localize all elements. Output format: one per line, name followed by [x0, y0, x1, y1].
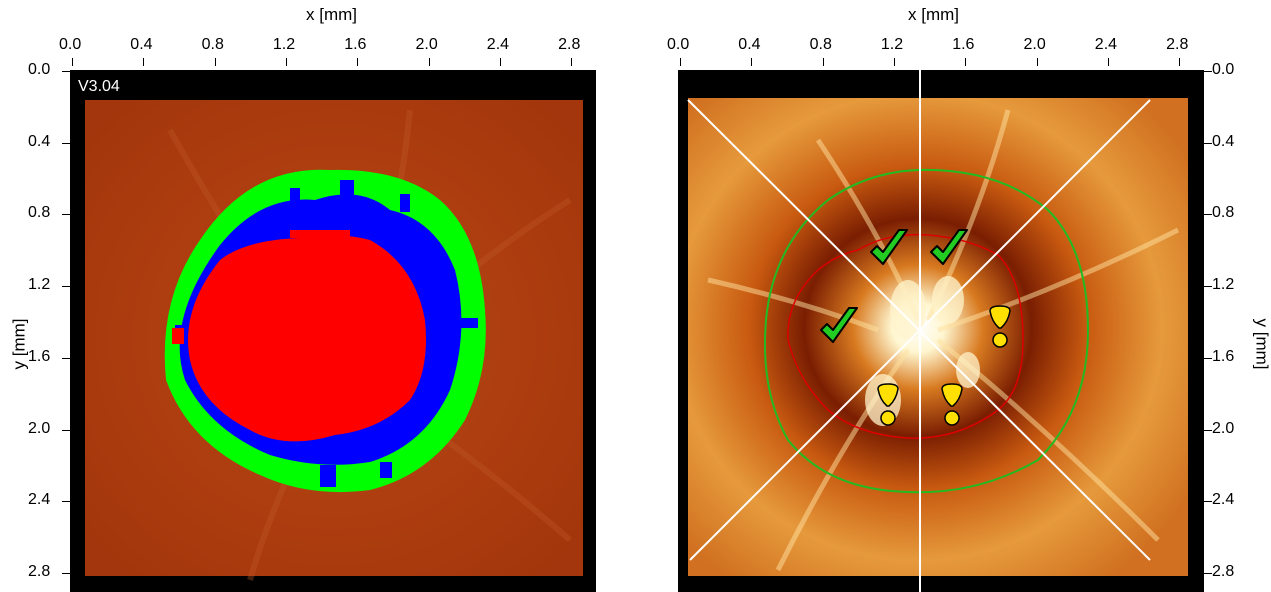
segmentation-image	[85, 100, 583, 581]
x-tick-mark	[751, 58, 753, 66]
y-tick-mark	[1204, 286, 1212, 288]
y-tick-label: 2.8	[1212, 562, 1235, 580]
y-tick-label: 0.0	[1212, 61, 1235, 78]
version-label: V3.04	[78, 78, 120, 95]
x-tick-mark	[571, 58, 573, 66]
x-tick-mark	[214, 58, 216, 66]
x-tick-mark	[357, 58, 359, 66]
y-tick-mark	[62, 71, 70, 72]
segmentation-image-panel: V3.04	[70, 70, 596, 592]
x-tick-mark	[1036, 58, 1038, 66]
x-tick-label: 2.4	[1094, 36, 1118, 53]
segmentation-inner-region	[188, 235, 426, 442]
x-tick-mark	[1107, 58, 1109, 66]
x-tick-mark	[965, 58, 967, 66]
y-tick-mark	[1204, 357, 1212, 359]
y-tick-mark	[1204, 71, 1212, 72]
y-tick-mark	[62, 429, 70, 431]
x-tick-label: 1.2	[880, 36, 904, 53]
inner-cup-contour	[787, 233, 1024, 439]
x-tick-label: 0.0	[59, 36, 82, 53]
hourglass-icon[interactable]	[941, 383, 963, 426]
y-tick-mark	[62, 357, 70, 359]
x-tick-mark	[680, 58, 681, 66]
y-tick-label: 1.6	[28, 347, 51, 365]
y-tick-mark	[1204, 501, 1212, 503]
check-icon[interactable]	[930, 229, 968, 265]
x-tick-label: 0.8	[809, 36, 832, 53]
x-tick-label: 2.8	[1166, 36, 1189, 53]
x-tick-label: 0.4	[130, 36, 153, 53]
hourglass-icon[interactable]	[989, 305, 1011, 348]
x-tick-label: 0.0	[667, 36, 690, 53]
x-tick-mark	[893, 58, 895, 66]
hourglass-icon[interactable]	[877, 383, 899, 426]
x-tick-mark	[428, 58, 430, 66]
x-tick-label: 0.8	[201, 36, 224, 53]
x-tick-label: 1.2	[272, 36, 296, 53]
y-tick-label: 2.0	[28, 419, 51, 437]
x-tick-label: 1.6	[952, 36, 975, 53]
y-tick-mark	[1204, 429, 1212, 431]
right-x-axis-title: x [mm]	[908, 5, 959, 24]
x-tick-mark	[822, 58, 824, 66]
y-tick-label: 1.2	[1212, 276, 1235, 294]
y-tick-label: 2.4	[28, 491, 51, 509]
left-x-axis-title: x [mm]	[306, 5, 357, 24]
y-tick-label: 2.8	[28, 562, 51, 580]
y-tick-label: 0.8	[28, 204, 51, 222]
check-icon[interactable]	[870, 229, 908, 265]
x-tick-mark	[285, 58, 287, 66]
check-icon[interactable]	[820, 307, 858, 343]
x-tick-label: 2.4	[486, 36, 510, 53]
x-tick-mark	[72, 58, 73, 66]
x-tick-label: 2.0	[1023, 36, 1046, 53]
x-tick-mark	[499, 58, 501, 66]
left-y-axis-title: y [mm]	[9, 318, 29, 370]
y-tick-label: 2.0	[1212, 419, 1235, 437]
y-tick-mark	[1204, 142, 1212, 144]
y-tick-mark	[62, 286, 70, 288]
y-tick-label: 0.0	[28, 61, 51, 78]
y-tick-mark	[1204, 572, 1212, 574]
x-tick-label: 0.4	[738, 36, 761, 53]
outer-rim-contour	[763, 168, 1090, 494]
x-tick-mark	[1179, 58, 1181, 66]
y-tick-mark	[62, 572, 70, 574]
x-tick-label: 2.8	[558, 36, 581, 53]
y-tick-mark	[62, 142, 70, 144]
right-y-axis-title: y [mm]	[1252, 318, 1271, 370]
y-tick-label: 0.4	[28, 132, 51, 150]
y-tick-label: 1.2	[28, 276, 51, 294]
y-tick-label: 0.4	[1212, 132, 1235, 150]
x-tick-label: 2.0	[415, 36, 438, 53]
y-tick-mark	[1204, 214, 1212, 216]
y-tick-label: 1.6	[1212, 347, 1235, 365]
fundus-image-panel	[678, 70, 1204, 592]
y-tick-label: 2.4	[1212, 491, 1235, 509]
x-tick-mark	[143, 58, 145, 66]
fundus-image	[687, 70, 1188, 592]
x-tick-label: 1.6	[344, 36, 367, 53]
y-tick-mark	[62, 214, 70, 216]
y-tick-mark	[62, 501, 70, 503]
y-tick-label: 0.8	[1212, 204, 1235, 222]
